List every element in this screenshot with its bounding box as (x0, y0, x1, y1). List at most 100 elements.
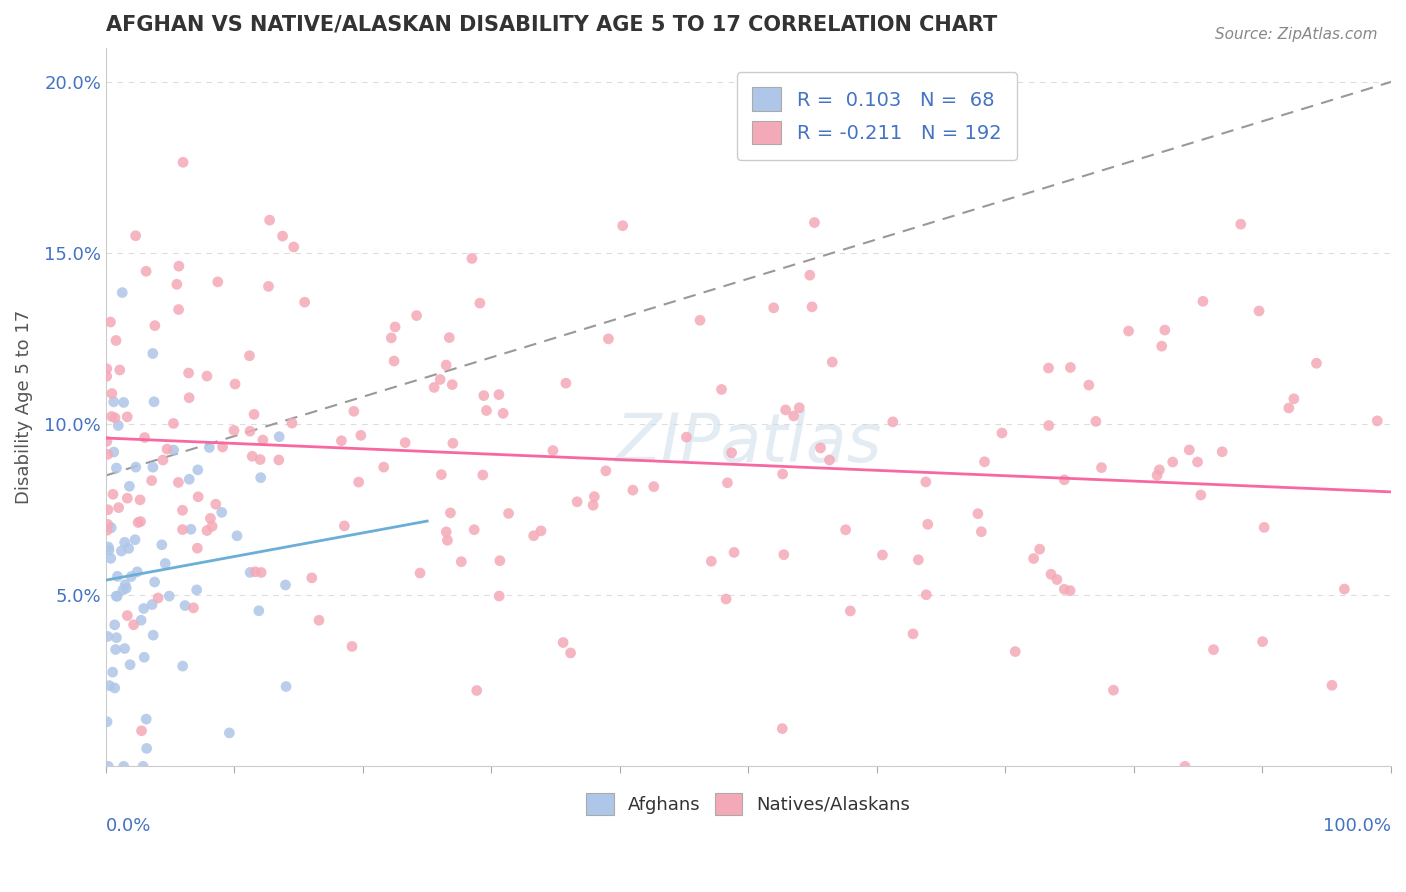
Point (129, 492, 152, 507)
Point (1247, 304, 1270, 318)
Point (782, 409, 804, 423)
Point (472, 389, 495, 403)
Point (1038, 418, 1060, 433)
Point (104, 617, 127, 632)
Point (96, 369, 118, 384)
Point (1028, 542, 1050, 557)
Point (103, 445, 125, 459)
Point (162, 417, 184, 431)
Point (450, 555, 472, 569)
Point (141, 598, 163, 612)
Point (155, 557, 177, 571)
Point (97, 503, 120, 517)
Point (141, 474, 163, 488)
Point (1146, 468, 1168, 483)
Point (429, 372, 451, 386)
Point (373, 460, 395, 475)
Point (1320, 678, 1343, 692)
Point (330, 434, 353, 448)
Point (1084, 414, 1107, 428)
Point (105, 589, 128, 603)
Point (129, 613, 152, 627)
Point (839, 604, 862, 618)
Point (143, 318, 166, 333)
Point (914, 475, 936, 489)
Point (200, 511, 222, 525)
Point (409, 566, 432, 580)
Point (598, 332, 620, 346)
Point (186, 582, 208, 597)
Point (970, 524, 993, 539)
Point (799, 268, 821, 282)
Point (1077, 378, 1099, 392)
Point (762, 301, 785, 315)
Point (224, 377, 246, 392)
Point (465, 683, 488, 698)
Point (115, 581, 138, 595)
Point (267, 453, 290, 467)
Point (772, 548, 794, 562)
Point (172, 659, 194, 673)
Point (1046, 573, 1069, 587)
Point (172, 503, 194, 517)
Point (179, 472, 201, 486)
Point (207, 275, 229, 289)
Point (1187, 455, 1209, 469)
Point (1192, 294, 1215, 309)
Point (439, 506, 461, 520)
Point (129, 515, 152, 529)
Point (104, 681, 127, 695)
Point (991, 425, 1014, 440)
Point (1004, 644, 1026, 658)
Point (917, 517, 939, 532)
Point (243, 407, 266, 421)
Point (582, 498, 605, 512)
Point (127, 516, 149, 530)
Point (167, 302, 190, 317)
Point (105, 461, 128, 475)
Point (1059, 583, 1081, 598)
Point (441, 377, 464, 392)
Point (488, 589, 510, 603)
Point (973, 455, 995, 469)
Point (1102, 683, 1125, 698)
Point (180, 522, 202, 536)
Point (621, 483, 644, 497)
Point (294, 295, 316, 310)
Point (308, 613, 330, 627)
Point (104, 642, 127, 657)
Point (714, 592, 737, 607)
Point (439, 331, 461, 345)
Point (107, 418, 129, 433)
Point (107, 500, 129, 515)
Point (118, 479, 141, 493)
Point (1278, 401, 1301, 415)
Y-axis label: Disability Age 5 to 17: Disability Age 5 to 17 (15, 310, 32, 504)
Point (274, 578, 297, 592)
Point (142, 346, 165, 360)
Point (97, 630, 120, 644)
Text: AFGHAN VS NATIVE/ALASKAN DISABILITY AGE 5 TO 17 CORRELATION CHART: AFGHAN VS NATIVE/ALASKAN DISABILITY AGE … (105, 15, 997, 35)
Point (434, 524, 457, 539)
Point (132, 759, 155, 773)
Point (333, 519, 356, 533)
Point (134, 650, 156, 665)
Point (1211, 444, 1233, 458)
Point (167, 475, 190, 490)
Point (1251, 634, 1274, 648)
Text: 0.0%: 0.0% (105, 817, 152, 835)
Point (250, 566, 273, 580)
Point (1149, 463, 1171, 477)
Point (179, 391, 201, 405)
Point (240, 449, 263, 463)
Point (105, 631, 128, 645)
Point (915, 588, 938, 602)
Point (689, 313, 711, 327)
Point (560, 646, 582, 660)
Point (98, 679, 121, 693)
Point (1053, 473, 1076, 487)
Point (124, 228, 146, 243)
Point (1059, 360, 1081, 375)
Point (218, 726, 240, 740)
Point (301, 571, 323, 585)
